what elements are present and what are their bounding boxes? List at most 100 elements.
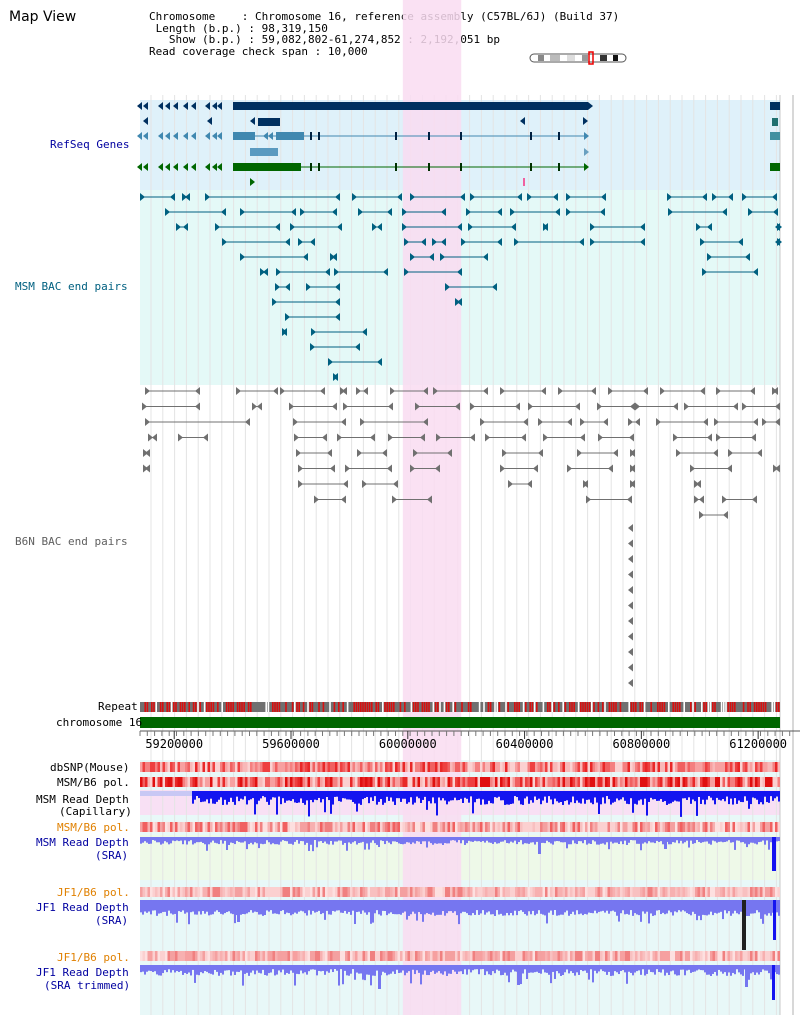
bac-end-arrow[interactable] bbox=[630, 402, 635, 411]
feature-arrow[interactable] bbox=[205, 102, 210, 110]
bac-end-arrow[interactable] bbox=[538, 418, 543, 426]
gene-exon[interactable] bbox=[310, 163, 312, 171]
bac-end-arrow[interactable] bbox=[276, 268, 281, 276]
bac-end-arrow[interactable] bbox=[502, 449, 507, 457]
feature-arrow[interactable] bbox=[282, 102, 287, 110]
gene-exon[interactable] bbox=[233, 163, 301, 171]
chromosome-bar[interactable] bbox=[140, 717, 780, 728]
bac-end-arrow[interactable] bbox=[185, 193, 190, 201]
bac-end-arrow[interactable] bbox=[470, 433, 475, 442]
bac-end-arrow[interactable] bbox=[567, 418, 572, 426]
bac-end-arrow[interactable] bbox=[753, 268, 758, 276]
bac-end-arrow[interactable] bbox=[332, 208, 337, 216]
bac-end-arrow[interactable] bbox=[421, 238, 426, 246]
bac-end-arrow[interactable] bbox=[335, 283, 340, 291]
bac-end-arrow[interactable] bbox=[694, 495, 699, 504]
bac-end-arrow[interactable] bbox=[590, 238, 595, 246]
bac-end-arrow[interactable] bbox=[413, 449, 418, 457]
jf1-depth-trimmed[interactable] bbox=[140, 965, 780, 1000]
track-label-msm-depth-capillary[interactable]: MSM Read Depth bbox=[36, 793, 129, 806]
bac-end-arrow[interactable] bbox=[314, 495, 319, 504]
feature-arrow[interactable] bbox=[250, 178, 255, 186]
bac-end-arrow[interactable] bbox=[751, 433, 756, 442]
bac-end-arrow[interactable] bbox=[372, 223, 377, 231]
feature-arrow[interactable] bbox=[212, 102, 217, 110]
bac-end-arrow[interactable] bbox=[485, 433, 490, 442]
bac-end-arrow[interactable] bbox=[543, 223, 548, 231]
bac-end-arrow[interactable] bbox=[608, 464, 613, 473]
gene-exon[interactable] bbox=[530, 132, 532, 140]
bac-end-arrow[interactable] bbox=[640, 238, 645, 246]
bac-end-arrow[interactable] bbox=[311, 328, 316, 336]
bac-end-arrow[interactable] bbox=[337, 223, 342, 231]
bac-end-arrow[interactable] bbox=[628, 555, 633, 563]
bac-end-arrow[interactable] bbox=[673, 402, 678, 411]
bac-end-arrow[interactable] bbox=[335, 298, 340, 306]
bac-end-arrow[interactable] bbox=[527, 193, 532, 201]
bac-end-arrow[interactable] bbox=[402, 208, 407, 216]
bac-end-arrow[interactable] bbox=[510, 208, 515, 216]
bac-end-arrow[interactable] bbox=[382, 449, 387, 457]
bac-end-arrow[interactable] bbox=[440, 253, 445, 261]
track-label-repeat[interactable]: Repeat bbox=[98, 700, 138, 713]
bac-end-arrow[interactable] bbox=[142, 402, 147, 411]
feature-arrow[interactable] bbox=[183, 102, 188, 110]
feature-arrow[interactable] bbox=[173, 163, 178, 171]
bac-end-arrow[interactable] bbox=[327, 449, 332, 457]
bac-end-arrow[interactable] bbox=[293, 418, 298, 426]
feature-arrow[interactable] bbox=[158, 132, 163, 140]
jf1-depth-sra[interactable] bbox=[140, 900, 780, 950]
bac-end-arrow[interactable] bbox=[275, 283, 280, 291]
feature-arrow[interactable] bbox=[584, 163, 589, 171]
bac-end-arrow[interactable] bbox=[466, 208, 471, 216]
feature-arrow[interactable] bbox=[250, 117, 255, 125]
bac-end-arrow[interactable] bbox=[628, 679, 633, 687]
feature-arrow[interactable] bbox=[143, 117, 148, 125]
bac-end-arrow[interactable] bbox=[272, 298, 277, 306]
bac-end-arrow[interactable] bbox=[775, 238, 780, 246]
bac-end-arrow[interactable] bbox=[673, 433, 678, 442]
track-label-b6n-bac[interactable]: B6N BAC end pairs bbox=[15, 535, 128, 548]
bac-end-arrow[interactable] bbox=[603, 418, 608, 426]
bac-end-arrow[interactable] bbox=[630, 449, 635, 457]
bac-end-arrow[interactable] bbox=[415, 402, 420, 411]
jf1-b6-pol-strip-1[interactable] bbox=[140, 887, 780, 897]
bac-end-arrow[interactable] bbox=[310, 238, 315, 246]
bac-end-arrow[interactable] bbox=[538, 449, 543, 457]
bac-end-arrow[interactable] bbox=[702, 268, 707, 276]
bac-end-arrow[interactable] bbox=[360, 418, 365, 426]
bac-end-arrow[interactable] bbox=[390, 387, 395, 395]
bac-end-arrow[interactable] bbox=[429, 253, 434, 261]
repeat-bar[interactable] bbox=[140, 702, 780, 712]
bac-end-arrow[interactable] bbox=[410, 464, 415, 473]
feature-arrow[interactable] bbox=[588, 102, 593, 110]
bac-end-arrow[interactable] bbox=[363, 387, 368, 395]
bac-end-arrow[interactable] bbox=[696, 223, 701, 231]
track-label-jf1-b6-pol-1[interactable]: JF1/B6 pol. bbox=[57, 886, 130, 899]
bac-end-arrow[interactable] bbox=[656, 418, 661, 426]
bac-end-arrow[interactable] bbox=[221, 208, 226, 216]
bac-end-arrow[interactable] bbox=[628, 601, 633, 610]
bac-end-arrow[interactable] bbox=[628, 586, 633, 594]
bac-end-arrow[interactable] bbox=[567, 464, 572, 473]
bac-end-arrow[interactable] bbox=[310, 343, 315, 351]
bac-end-arrow[interactable] bbox=[558, 387, 563, 395]
bac-end-arrow[interactable] bbox=[337, 433, 342, 442]
bac-end-arrow[interactable] bbox=[148, 433, 153, 442]
bac-end-arrow[interactable] bbox=[457, 268, 462, 276]
track-label-msm-bac[interactable]: MSM BAC end pairs bbox=[15, 280, 128, 293]
bac-end-arrow[interactable] bbox=[325, 268, 330, 276]
bac-end-arrow[interactable] bbox=[762, 418, 767, 426]
feature-arrow[interactable] bbox=[165, 163, 170, 171]
bac-end-arrow[interactable] bbox=[690, 464, 695, 473]
bac-end-arrow[interactable] bbox=[387, 208, 392, 216]
bac-end-arrow[interactable] bbox=[583, 480, 588, 488]
bac-end-arrow[interactable] bbox=[590, 223, 595, 231]
bac-end-arrow[interactable] bbox=[334, 268, 339, 276]
bac-end-arrow[interactable] bbox=[252, 402, 257, 411]
feature-arrow[interactable] bbox=[143, 163, 148, 171]
track-label-msm-b6-pol-2[interactable]: MSM/B6 pol. bbox=[57, 821, 130, 834]
bac-end-arrow[interactable] bbox=[628, 617, 633, 625]
bac-end-arrow[interactable] bbox=[145, 449, 150, 457]
